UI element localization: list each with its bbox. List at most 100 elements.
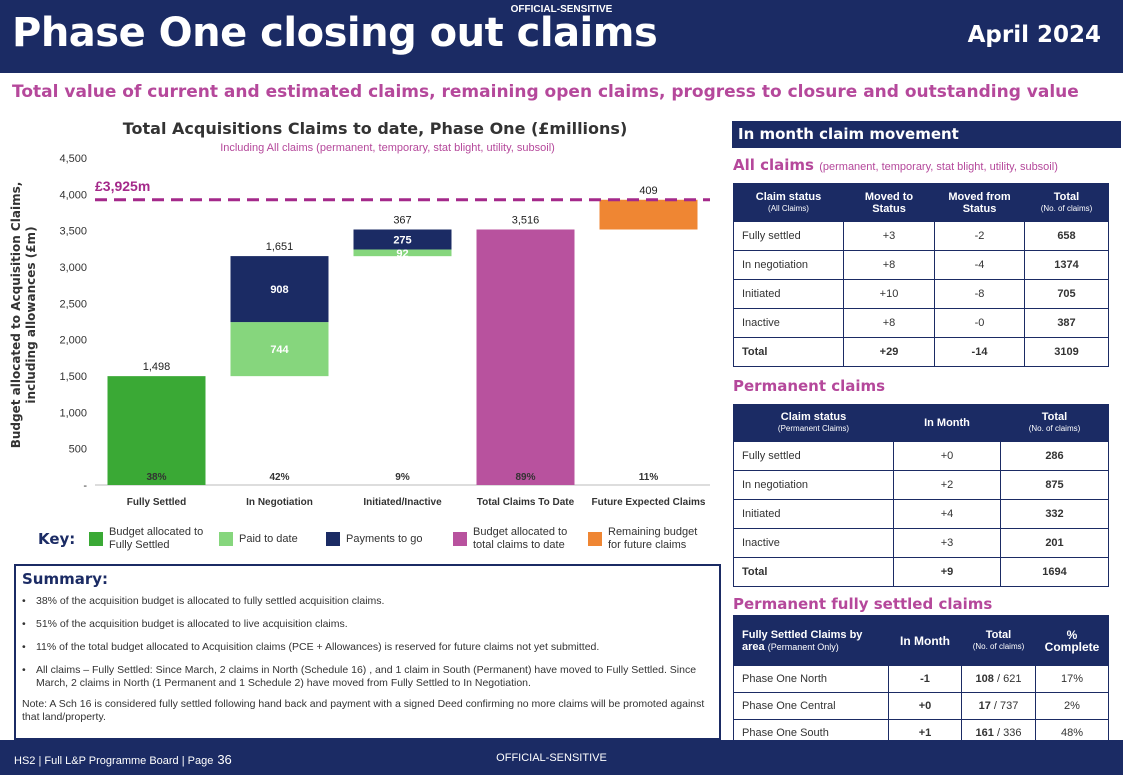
key-swatch (453, 532, 467, 546)
bar-segment (230, 256, 329, 323)
bar-segment-label: 275 (393, 234, 411, 246)
y-tick-label: 1,500 (59, 371, 87, 383)
budget-reference-label: £3,925m (95, 178, 150, 194)
table-row: Initiated +4 332 (733, 499, 1109, 529)
footer-bar: HS2 | Full L&P Programme Board | Page 36 … (0, 740, 1123, 775)
summary-bullet: All claims – Fully Settled: Since March,… (22, 664, 713, 690)
all-claims-title-text: All claims (733, 156, 814, 174)
col-header: Total (No. of claims) (1000, 404, 1109, 442)
key-swatch (219, 532, 233, 546)
summary-title: Summary: (22, 570, 109, 588)
table-row: Phase One Central +0 17 / 737 2% (733, 692, 1109, 720)
bar-segment (353, 229, 452, 250)
x-tick-label: Total Claims To Date (477, 497, 575, 508)
y-tick-label: - (83, 480, 87, 492)
col-header: Fully Settled Claims by area (Permanent … (733, 615, 889, 666)
all-claims-table: Claim status (All Claims) Moved to Status… (733, 183, 1109, 367)
claims-waterfall-chart: - 500 1,000 1,500 2,000 2,500 3,000 3,500 4,000 4… (59, 153, 710, 508)
table-row: Initiated +10 -8 705 (733, 279, 1109, 309)
table-header-row: Claim status (Permanent Claims) In Month … (733, 404, 1109, 442)
table-total-row: Total +9 1694 (733, 557, 1109, 587)
col-header: Claim status (All Claims) (733, 183, 844, 222)
bar-total-label: 1,498 (143, 361, 171, 373)
summary-box: Summary: 38% of the acquisition budget i… (14, 564, 721, 740)
all-claims-title: All claims (permanent, temporary, stat b… (733, 156, 1058, 174)
bar-total-label: 367 (393, 215, 411, 227)
table-row: Fully settled +0 286 (733, 441, 1109, 471)
y-tick-label: 500 (69, 444, 87, 456)
bar-total-label: 3,516 (512, 215, 540, 227)
y-tick-label: 1,000 (59, 407, 87, 419)
summary-bullet: 51% of the acquisition budget is allocat… (22, 618, 713, 631)
col-header: In Month (893, 404, 1001, 442)
movement-heading: In month claim movement (732, 121, 1121, 148)
table-row: Fully settled +3 -2 658 (733, 221, 1109, 251)
col-header: In Month (888, 615, 962, 666)
header-banner: OFFICIAL-SENSITIVE Phase One closing out… (0, 0, 1123, 73)
key-item-payments-to-go: Payments to go (326, 532, 422, 546)
col-header: Moved to Status (843, 183, 935, 222)
report-date: April 2024 (967, 22, 1101, 48)
col-header: % Complete (1035, 615, 1109, 666)
bar-percent-label: 9% (395, 472, 410, 483)
table-header-row: Fully Settled Claims by area (Permanent … (733, 615, 1109, 666)
x-tick-label: Future Expected Claims (592, 497, 706, 508)
bar-segment-label: 92 (396, 248, 408, 260)
table-row: Phase One North -1 108 / 621 17% (733, 665, 1109, 693)
bar-segment (107, 376, 206, 485)
page-number: 36 (217, 752, 232, 767)
y-tick-label: 2,500 (59, 298, 87, 310)
table-row: In negotiation +2 875 (733, 470, 1109, 500)
page-subtitle: Total value of current and estimated cla… (12, 82, 1079, 102)
key-text: Budget allocated to total claims to date (473, 526, 568, 551)
bar-segment (353, 249, 452, 257)
permanent-claims-title: Permanent claims (733, 377, 886, 395)
key-swatch (588, 532, 602, 546)
key-swatch (326, 532, 340, 546)
bar-segment (230, 322, 329, 377)
summary-list: 38% of the acquisition budget is allocat… (22, 595, 713, 690)
col-header: Total (No. of claims) (1024, 183, 1109, 222)
bar-percent-label: 89% (515, 472, 535, 483)
all-claims-note: (permanent, temporary, stat blight, util… (819, 161, 1058, 173)
key-item-fully-settled: Budget allocated to Fully Settled (89, 526, 209, 552)
x-tick-label: In Negotiation (246, 497, 313, 508)
bar-total-label: 1,651 (266, 241, 294, 253)
bar-segment (599, 199, 698, 230)
key-text: Paid to date (239, 532, 298, 545)
key-item-total-claims: Budget allocated to total claims to date (453, 526, 583, 552)
table-total-row: Total +29 -14 3109 (733, 337, 1109, 367)
bar-segment-label: 908 (270, 284, 288, 296)
page-title: Phase One closing out claims (12, 10, 658, 56)
classification-label: OFFICIAL-SENSITIVE (510, 4, 613, 15)
summary-note: Note: A Sch 16 is considered fully settl… (22, 698, 705, 723)
y-tick-label: 3,000 (59, 262, 87, 274)
col-header: Moved from Status (934, 183, 1025, 222)
bar-segment (476, 229, 575, 485)
y-tick-label: 4,500 (59, 153, 87, 165)
key-swatch (89, 532, 103, 546)
y-tick-label: 2,000 (59, 335, 87, 347)
bar-percent-label: 38% (146, 472, 166, 483)
table-header-row: Claim status (All Claims) Moved to Status… (733, 183, 1109, 222)
bar-percent-label: 11% (639, 472, 659, 483)
bar-total-label: 409 (639, 185, 657, 197)
summary-bullet: 38% of the acquisition budget is allocat… (22, 595, 713, 608)
key-item-future-claims: Remaining budget for future claims (588, 526, 713, 552)
footer-classification: OFFICIAL-SENSITIVE (496, 752, 607, 764)
chart-title: Total Acquisitions Claims to date, Phase… (122, 119, 628, 138)
y-tick-label: 3,500 (59, 226, 87, 238)
col-header: Claim status (Permanent Claims) (733, 404, 894, 442)
permanent-settled-title: Permanent fully settled claims (733, 595, 993, 613)
footer-label: HS2 | Full L&P Programme Board | Page (14, 755, 214, 767)
x-tick-label: Initiated/Inactive (363, 497, 442, 508)
key-item-paid-to-date: Paid to date (219, 532, 298, 546)
x-tick-label: Fully Settled (127, 497, 186, 508)
bar-segment-label: 744 (270, 344, 289, 356)
y-tick-label: 4,000 (59, 189, 87, 201)
summary-bullet: 11% of the total budget allocated to Acq… (22, 641, 713, 654)
col-header: Total (No. of claims) (961, 615, 1036, 666)
table-row: Inactive +8 -0 387 (733, 308, 1109, 338)
key-text: Budget allocated to Fully Settled (109, 526, 204, 551)
key-text: Payments to go (346, 532, 423, 545)
